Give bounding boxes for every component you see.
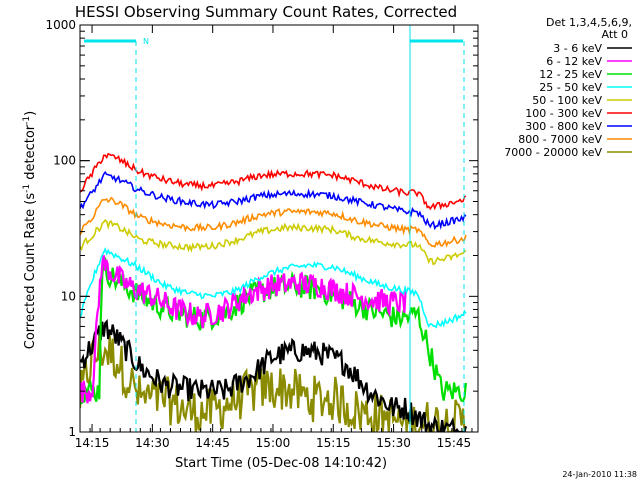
plot-frame (79, 24, 479, 433)
x-tick-label: 14:30 (135, 436, 170, 450)
series-line-3-6-kev (80, 319, 467, 432)
x-tick-label: 14:45 (195, 436, 230, 450)
legend-label: 100 - 300 keV (525, 107, 602, 120)
series-line-7000-20000-kev (80, 334, 467, 432)
y-tick-label: 10 (61, 289, 76, 303)
chart-title: HESSI Observing Summary Count Rates, Cor… (75, 3, 457, 21)
data-series-group: N (80, 25, 467, 432)
legend-label: 300 - 800 keV (525, 120, 602, 133)
legend-label: 3 - 6 keV (553, 42, 602, 55)
series-line-6-12-kev (80, 255, 407, 404)
legend-label: 12 - 25 keV (539, 68, 602, 81)
y-tick-label: 100 (53, 154, 76, 168)
timestamp: 24-Jan-2010 11:38 (562, 470, 637, 479)
y-tick-label: 1000 (45, 18, 76, 32)
series-line-25-50-kev (80, 247, 467, 329)
x-axis-label: Start Time (05-Dec-08 14:10:42) (175, 456, 387, 471)
legend-label: 25 - 50 keV (539, 81, 602, 94)
plot-area: N 1 10 100 1000 14:15 14:30 14:45 15:00 15:15 15:3… (45, 18, 479, 450)
series-line-50-100-kev (80, 219, 467, 266)
series-line-100-300-kev (80, 152, 467, 211)
n-marker-label: N (143, 37, 149, 46)
legend-label: 50 - 100 keV (532, 94, 602, 107)
x-tick-label: 15:30 (376, 436, 411, 450)
y-tick-label: 1 (68, 425, 76, 439)
legend-label: 7000 - 20000 keV (504, 146, 602, 159)
series-line-300-800-kev (80, 170, 467, 231)
legend-label: 6 - 12 keV (546, 55, 602, 68)
legend-header-line-1: Det 1,3,4,5,6,9, (546, 16, 632, 29)
legend-header-line-2: Att 0 (602, 28, 628, 41)
x-tick-label: 14:15 (75, 436, 110, 450)
legend-label: 800 - 7000 keV (518, 133, 602, 146)
x-tick-label: 15:45 (437, 436, 472, 450)
x-tick-label: 15:00 (256, 436, 291, 450)
x-tick-label: 15:15 (316, 436, 351, 450)
y-axis-label: Corrected Count Rate (s-1 detector-1) (22, 111, 38, 349)
series-line-800-7000-kev (80, 196, 467, 248)
